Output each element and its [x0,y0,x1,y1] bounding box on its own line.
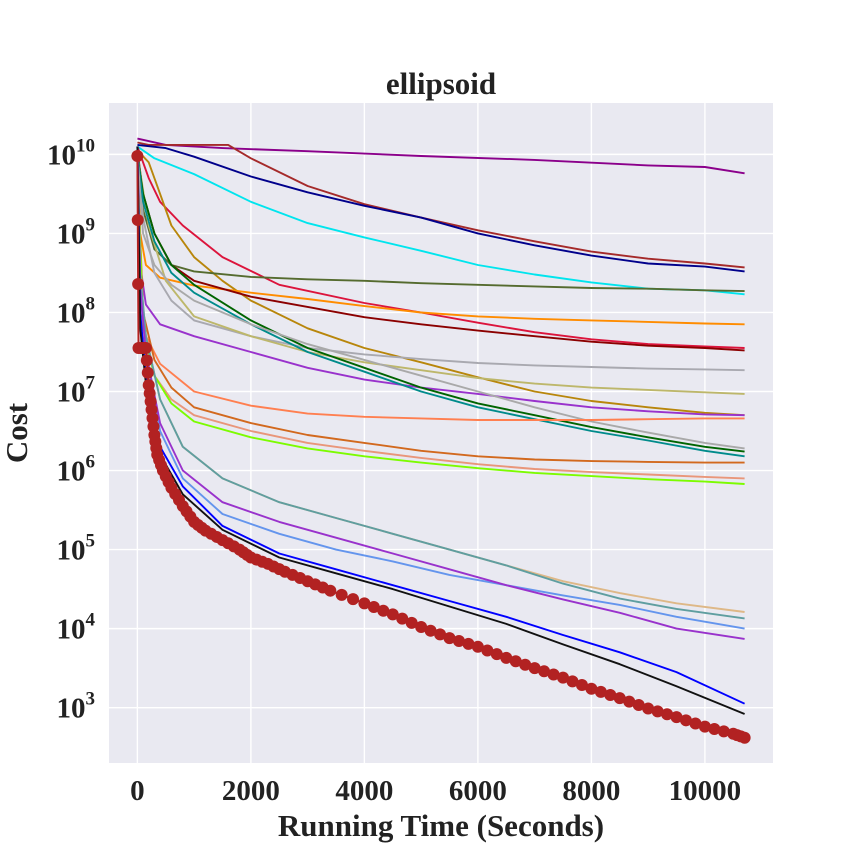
series-marker [131,149,144,162]
series-marker [490,648,503,661]
y-tick-label: 105 [57,531,96,567]
series-line-12 [136,154,745,417]
x-axis-ticks: 0 2000 4000 6000 8000 10000 [130,775,741,807]
series-line-15 [136,154,745,450]
series-line-6 [136,149,745,417]
chart-title: ellipsoid [386,66,496,101]
series-marker [528,662,541,675]
y-tick-label: 107 [57,373,96,409]
series-marker [140,354,153,367]
y-tick-label: 104 [57,610,96,646]
series-line-19 [136,162,745,485]
series-marker [347,593,360,606]
series-marker [424,624,437,637]
series-marker [538,665,551,678]
series-marker [585,682,598,695]
series-marker [738,731,751,744]
series-marker [613,692,626,705]
series-marker [481,644,494,657]
y-tick-label: 108 [57,293,96,329]
x-tick-label: 0 [130,775,145,807]
x-tick-label: 10000 [669,775,742,807]
series-marker [132,278,145,291]
series-marker [443,632,456,645]
series-marker [386,608,399,621]
series-marker [547,668,560,681]
series-line-7 [136,154,745,293]
series-marker [358,597,371,610]
series-marker [335,588,348,601]
grid [109,103,773,763]
series-line-17 [136,162,745,464]
series-marker [632,699,645,712]
series-marker [717,725,730,738]
series-marker [434,628,447,641]
x-axis-label: Running Time (Seconds) [278,808,604,843]
y-axis-ticks: 103 104 105 106 107 108 109 1010 [47,135,96,724]
series-marker [557,671,570,684]
series-line-11 [136,154,745,395]
series-marker [367,601,380,614]
series-marker [689,717,702,730]
series-line-13 [136,154,745,453]
x-tick-label: 6000 [449,775,507,807]
series-line-1 [137,137,745,175]
series-group [131,137,751,744]
series-marker [415,621,428,634]
series-line-3 [137,143,745,273]
series-marker [462,637,475,650]
series-marker [698,720,711,733]
y-tick-label: 109 [57,214,96,250]
series-marker [139,342,152,355]
x-tick-label: 4000 [335,775,393,807]
series-marker [651,705,664,718]
y-axis-label: Cost [0,402,34,463]
series-marker [575,679,588,692]
series-line-14 [136,154,745,458]
y-tick-label: 103 [57,689,96,725]
series-line-10 [136,154,745,372]
series-marker [377,604,390,617]
series-marker [661,708,674,721]
series-marker [324,584,337,597]
y-tick-label: 1010 [47,135,95,171]
series-marker [141,366,154,379]
series-marker [471,640,484,653]
series-marker [642,702,655,715]
series-marker [670,711,683,724]
plot-area [109,103,773,763]
series-marker [604,689,617,702]
series-marker [131,213,144,226]
series-marker [509,655,522,668]
series-marker [519,658,532,671]
series-marker [500,651,513,664]
series-marker [396,612,409,625]
series-marker [679,714,692,727]
x-tick-label: 2000 [222,775,280,807]
series-marker [452,635,465,648]
series-line-8 [136,154,745,326]
series-marker [623,695,636,708]
x-tick-label: 8000 [562,775,620,807]
series-marker [594,685,607,698]
series-marker [566,675,579,688]
series-marker [708,723,721,736]
y-tick-label: 106 [57,452,96,488]
series-marker [405,616,418,629]
